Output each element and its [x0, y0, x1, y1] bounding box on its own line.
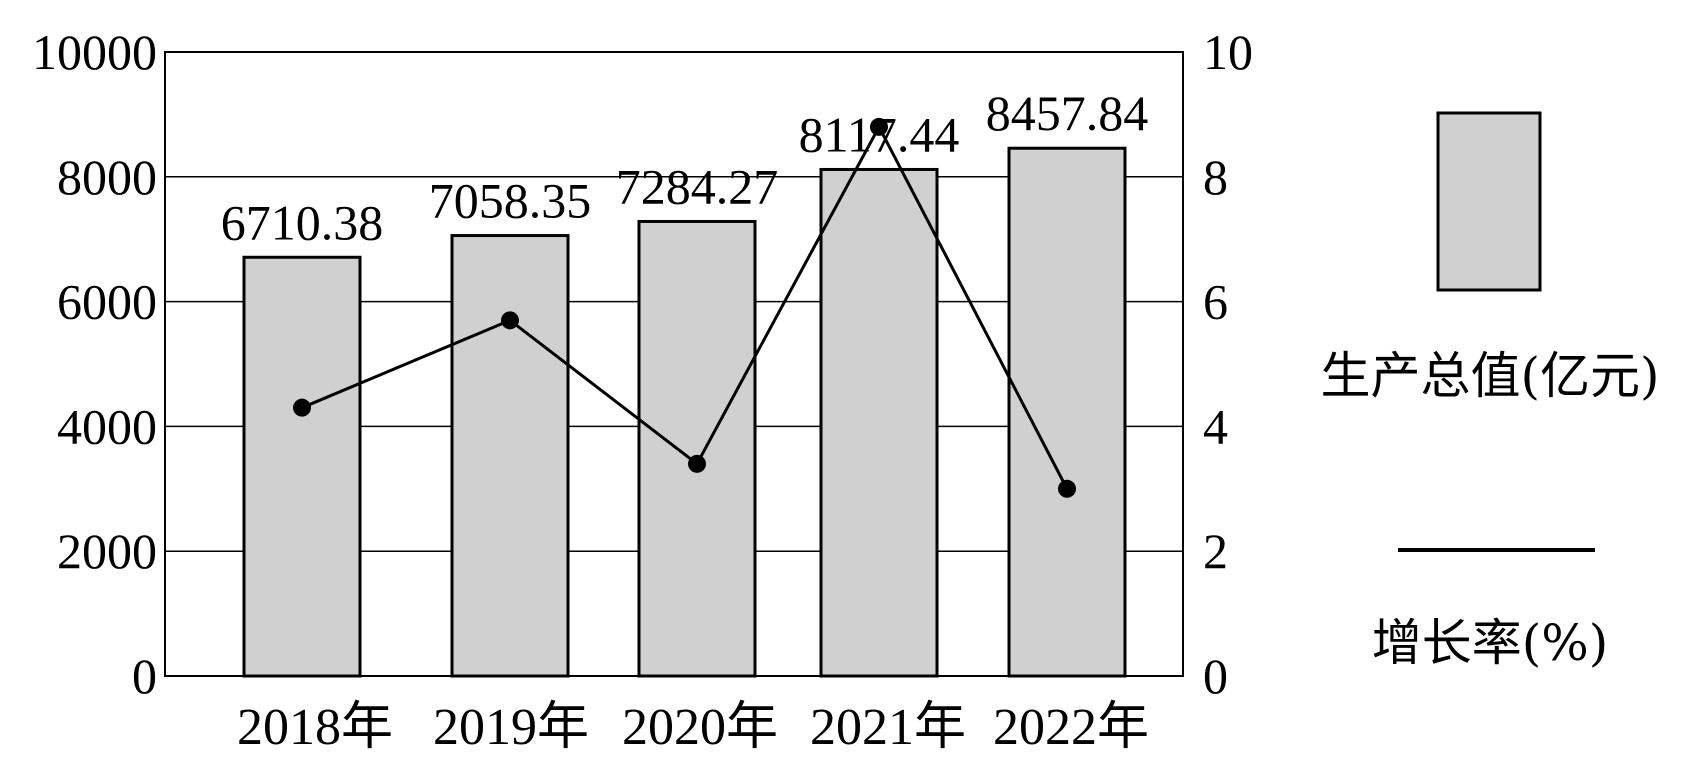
bar-data-label: 8117.44 — [799, 106, 960, 162]
line-point — [1058, 479, 1076, 498]
bar — [819, 167, 939, 678]
y-axis-left-ticks: 0 2000 4000 6000 8000 10000 — [32, 24, 157, 704]
x-tick-label: 2021年 — [810, 699, 966, 756]
legend-line-label: 增长率(%) — [1372, 614, 1609, 672]
bar-data-label: 6710.38 — [221, 194, 384, 250]
y-right-tick-label: 10 — [1203, 24, 1253, 80]
x-tick-label: 2018年 — [237, 699, 393, 756]
bar-series — [242, 146, 1127, 678]
y-left-tick-label: 10000 — [32, 24, 157, 80]
x-tick-label: 2022年 — [993, 699, 1149, 756]
line-point — [293, 398, 311, 417]
y-left-tick-label: 4000 — [57, 398, 157, 454]
line-point — [501, 311, 519, 330]
line-point — [688, 454, 706, 473]
x-tick-label: 2019年 — [433, 699, 589, 756]
plot-frame — [164, 51, 1184, 677]
legend-bar-swatch — [1436, 111, 1542, 292]
bar-data-label: 7058.35 — [429, 173, 592, 229]
bar-data-labels: 6710.38 7058.35 7284.27 8117.44 8457.84 — [221, 85, 1149, 250]
line-series — [293, 117, 1076, 498]
y-axis-right-ticks: 0 2 4 6 8 10 — [1203, 24, 1253, 704]
x-axis-ticks: 2018年 2019年 2020年 2021年 2022年 — [237, 699, 1149, 756]
x-tick-label: 2020年 — [622, 699, 778, 756]
bar-data-label: 8457.84 — [986, 85, 1149, 141]
y-right-tick-label: 6 — [1203, 274, 1228, 330]
y-left-tick-label: 2000 — [57, 523, 157, 579]
bar — [242, 255, 362, 678]
legend-bar-label: 生产总值(亿元) — [1320, 347, 1659, 405]
y-right-tick-label: 2 — [1203, 523, 1228, 579]
legend: 生产总值(亿元) 增长率(%) — [1320, 111, 1660, 672]
y-right-tick-label: 0 — [1203, 648, 1228, 704]
bar-data-label: 7284.27 — [616, 158, 779, 214]
bar — [450, 234, 570, 678]
y-right-tick-label: 8 — [1203, 149, 1228, 205]
y-left-tick-label: 0 — [132, 648, 157, 704]
bar — [637, 219, 757, 678]
line-point — [870, 117, 888, 136]
y-left-tick-label: 6000 — [57, 274, 157, 330]
y-right-tick-label: 4 — [1203, 398, 1228, 454]
y-left-tick-label: 8000 — [57, 149, 157, 205]
